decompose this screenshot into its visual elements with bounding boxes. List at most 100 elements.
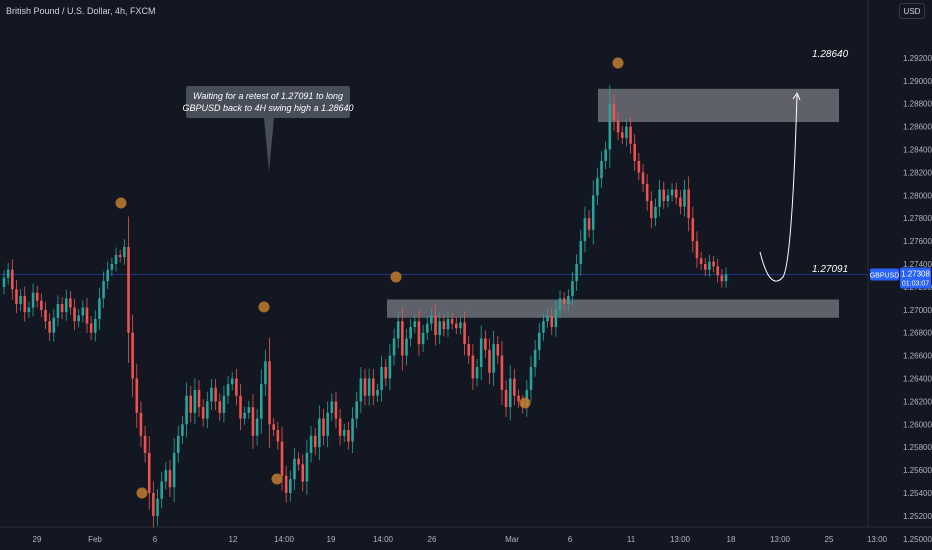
- candle: [604, 149, 607, 161]
- candle: [645, 183, 649, 202]
- candle: [488, 349, 491, 373]
- candle: [139, 412, 143, 436]
- x-tick-label: 6: [153, 535, 158, 544]
- candle: [247, 407, 251, 413]
- candle: [73, 307, 76, 322]
- candle: [77, 315, 80, 322]
- candle: [185, 395, 188, 425]
- candle: [160, 481, 163, 499]
- candle: [89, 323, 93, 333]
- x-tick-label: 11: [627, 535, 636, 544]
- candle: [106, 269, 110, 282]
- candle: [326, 412, 329, 436]
- y-tick-label: 1.25600: [903, 466, 932, 475]
- candle: [571, 281, 574, 297]
- candle: [218, 401, 222, 413]
- y-tick-label: 1.25400: [903, 489, 932, 498]
- y-tick-label: 1.27600: [903, 237, 932, 246]
- candle: [123, 246, 126, 258]
- candle: [380, 367, 383, 390]
- resistance-zone: [598, 88, 839, 123]
- swing-marker: [115, 197, 127, 209]
- support-zone: [387, 299, 839, 318]
- candle: [2, 277, 6, 287]
- candle: [459, 322, 462, 329]
- candle: [131, 332, 134, 379]
- y-tick-label: 1.28400: [903, 146, 932, 155]
- x-tick-label: 19: [327, 535, 336, 544]
- y-tick-label: 1.26800: [903, 329, 932, 338]
- candle: [674, 189, 678, 198]
- candle: [708, 261, 711, 270]
- candle: [691, 218, 695, 242]
- candle: [492, 344, 495, 373]
- candle: [135, 378, 139, 413]
- candle: [214, 387, 217, 402]
- candle: [297, 458, 300, 465]
- candle: [48, 321, 51, 333]
- candle: [284, 475, 288, 493]
- candle: [347, 430, 350, 442]
- candle: [658, 189, 661, 207]
- candle: [259, 384, 263, 419]
- y-tick-label: 1.26000: [903, 420, 932, 429]
- y-tick-label: 1.26200: [903, 397, 932, 406]
- candle: [670, 189, 674, 196]
- candle: [251, 407, 255, 436]
- candle: [562, 298, 566, 305]
- candle: [322, 418, 325, 436]
- candle: [504, 389, 508, 408]
- candle: [600, 160, 603, 179]
- candle: [633, 143, 636, 161]
- candle: [508, 378, 512, 408]
- candle: [392, 338, 396, 356]
- candle: [85, 307, 89, 324]
- candle: [591, 195, 595, 230]
- candle: [313, 435, 317, 448]
- candle: [467, 344, 471, 356]
- candle: [152, 493, 155, 516]
- swing-marker: [519, 397, 531, 409]
- candle: [450, 318, 454, 324]
- candle: [143, 435, 147, 453]
- y-tick-label: 1.27000: [903, 306, 932, 315]
- y-tick-label: 1.27800: [903, 214, 932, 223]
- candle: [176, 435, 180, 453]
- candle: [513, 378, 516, 396]
- candle: [118, 254, 122, 258]
- candle: [546, 315, 549, 322]
- candle: [712, 261, 715, 267]
- candle: [496, 344, 500, 356]
- candle: [201, 407, 205, 419]
- candle: [44, 309, 47, 322]
- x-tick-label: 26: [428, 535, 437, 544]
- countdown-label: 01:03:07: [902, 281, 929, 288]
- candle: [695, 241, 699, 259]
- candle: [616, 120, 620, 133]
- candle: [550, 315, 554, 327]
- x-tick-label: 14:00: [373, 535, 394, 544]
- candle: [156, 498, 159, 516]
- candle: [293, 458, 296, 480]
- candle: [147, 452, 151, 493]
- candle: [554, 309, 558, 327]
- candle: [351, 418, 354, 442]
- candle: [413, 321, 417, 327]
- candle: [612, 103, 616, 121]
- candle: [23, 296, 27, 313]
- candle: [471, 355, 475, 379]
- candle: [425, 323, 429, 333]
- swing-marker: [136, 487, 148, 499]
- candle: [484, 338, 487, 350]
- candle: [309, 435, 313, 453]
- candle: [94, 318, 97, 333]
- candle: [455, 323, 458, 329]
- candle: [305, 452, 309, 482]
- candle: [56, 304, 60, 318]
- candle: [334, 401, 338, 419]
- currency-button[interactable]: USD: [899, 3, 925, 19]
- price-label: 1.27308: [901, 270, 930, 279]
- x-tick-label: 13:00: [867, 535, 888, 544]
